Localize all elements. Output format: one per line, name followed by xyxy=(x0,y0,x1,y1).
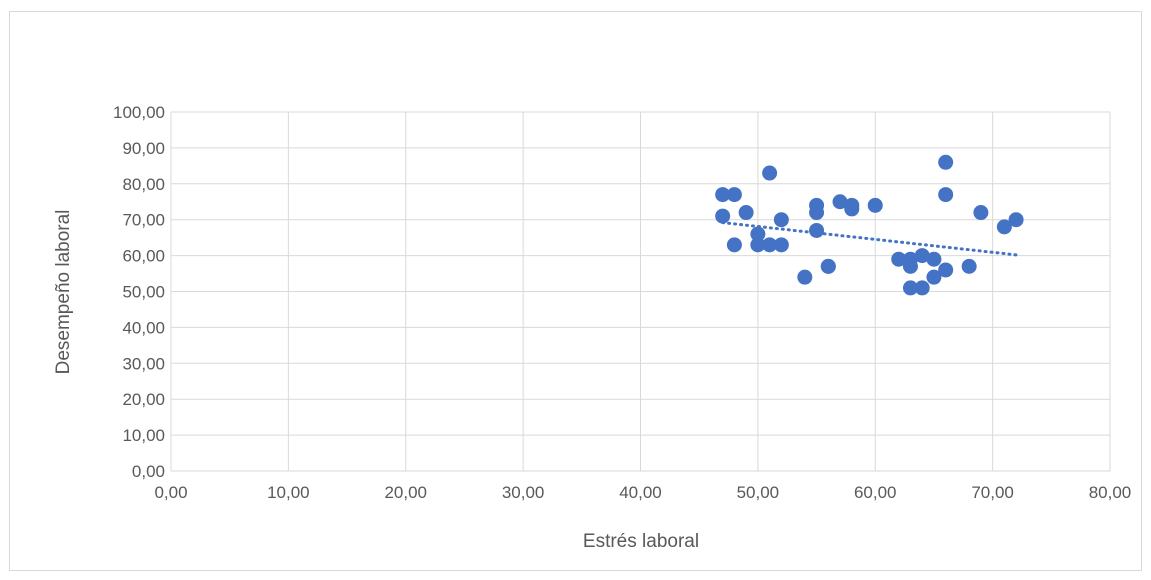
data-point xyxy=(926,269,942,285)
data-point xyxy=(891,251,907,267)
data-point xyxy=(820,258,836,274)
y-tick-label: 30,00 xyxy=(122,354,165,373)
x-tick-label: 50,00 xyxy=(737,483,780,502)
x-tick-label: 40,00 xyxy=(619,483,662,502)
data-point xyxy=(938,154,954,170)
data-point xyxy=(973,205,989,221)
data-point xyxy=(914,280,930,296)
data-point xyxy=(715,208,731,224)
data-point xyxy=(867,197,883,213)
y-axis-title: Desempeño laboral xyxy=(53,210,74,375)
data-point xyxy=(902,258,918,274)
y-tick-label: 50,00 xyxy=(122,283,165,302)
data-point xyxy=(961,258,977,274)
data-point xyxy=(938,187,954,203)
x-tick-label: 70,00 xyxy=(971,483,1014,502)
data-point xyxy=(738,205,754,221)
data-point xyxy=(797,269,813,285)
data-point xyxy=(773,212,789,228)
data-point xyxy=(1008,212,1024,228)
x-tick-label: 0,00 xyxy=(154,483,187,502)
y-tick-label: 60,00 xyxy=(122,247,165,266)
y-tick-label: 20,00 xyxy=(122,390,165,409)
data-point xyxy=(938,262,954,278)
data-point xyxy=(902,280,918,296)
data-point xyxy=(762,165,778,181)
y-tick-label: 90,00 xyxy=(122,139,165,158)
y-tick-labels: 0,00 10,00 20,00 30,00 40,00 50,00 60,00 70,00 8… xyxy=(113,103,165,481)
data-point xyxy=(844,201,860,217)
y-tick-label: 100,00 xyxy=(113,103,165,122)
data-point xyxy=(715,187,731,203)
y-tick-label: 10,00 xyxy=(122,426,165,445)
data-points xyxy=(715,154,1024,296)
y-tick-label: 70,00 xyxy=(122,211,165,230)
data-point xyxy=(914,248,930,264)
trendline xyxy=(721,221,1018,257)
x-tick-label: 10,00 xyxy=(267,483,310,502)
data-point xyxy=(750,226,766,242)
data-point xyxy=(726,237,742,253)
x-axis-title: Estrés laboral xyxy=(583,531,699,552)
gridlines xyxy=(170,111,1111,472)
x-tick-labels: 0,00 10,00 20,00 30,00 40,00 50,00 60,00 70,00 8… xyxy=(154,483,1131,502)
y-tick-label: 40,00 xyxy=(122,318,165,337)
data-point xyxy=(832,194,848,210)
data-point xyxy=(926,251,942,267)
data-point xyxy=(996,219,1012,235)
data-point xyxy=(762,237,778,253)
data-point xyxy=(726,187,742,203)
data-point xyxy=(809,205,825,221)
x-tick-label: 80,00 xyxy=(1089,483,1132,502)
x-tick-label: 60,00 xyxy=(854,483,897,502)
data-point xyxy=(750,237,766,253)
data-point xyxy=(773,237,789,253)
y-tick-label: 0,00 xyxy=(132,462,165,481)
y-tick-label: 80,00 xyxy=(122,175,165,194)
x-tick-label: 30,00 xyxy=(502,483,545,502)
x-tick-label: 20,00 xyxy=(384,483,427,502)
data-point xyxy=(809,222,825,238)
